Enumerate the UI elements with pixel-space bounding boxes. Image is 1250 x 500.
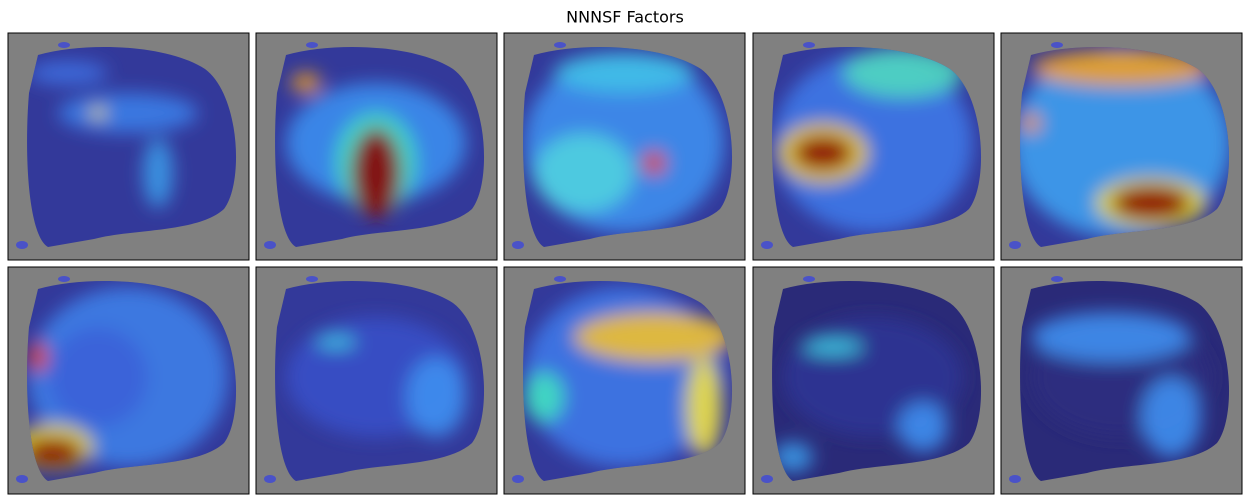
- brain-map: [275, 46, 485, 247]
- hotspot: [351, 128, 401, 218]
- figure-title: NNNSF Factors: [566, 8, 684, 27]
- brain-map: [523, 280, 733, 481]
- hotspot: [773, 442, 813, 472]
- tissue-fragment: [1051, 276, 1063, 282]
- tissue-fragment: [512, 475, 524, 483]
- factor-panel: [255, 266, 498, 495]
- brain-map: [772, 280, 982, 481]
- hotspot: [843, 48, 963, 98]
- hotspot: [898, 402, 948, 452]
- tissue-fragment: [761, 241, 773, 249]
- tissue-fragment: [512, 241, 524, 249]
- hotspot: [642, 151, 666, 175]
- tissue-fragment: [554, 276, 566, 282]
- hotspot: [686, 357, 722, 457]
- brain-map: [1020, 46, 1230, 247]
- tissue-fragment: [58, 276, 70, 282]
- factor-panel: [1000, 32, 1243, 261]
- hotspots: [524, 287, 733, 467]
- hotspots: [1031, 312, 1211, 457]
- brain-map: [523, 46, 733, 247]
- hotspot: [143, 138, 173, 208]
- hotspot: [1141, 377, 1201, 457]
- factor-panel: [1000, 266, 1243, 495]
- hotspot: [48, 327, 148, 427]
- hotspot: [291, 73, 321, 93]
- hotspots: [286, 73, 466, 218]
- hotspot: [406, 357, 466, 437]
- hotspot: [1111, 185, 1191, 221]
- hotspot: [773, 53, 973, 233]
- hotspots: [28, 61, 198, 208]
- tissue-fragment: [58, 42, 70, 48]
- hotspot: [1031, 50, 1211, 86]
- hotspots: [773, 317, 963, 472]
- tissue-fragment: [1051, 42, 1063, 48]
- tissue-fragment: [554, 42, 566, 48]
- hotspot: [90, 107, 106, 119]
- hotspot: [1021, 113, 1041, 133]
- tissue-fragment: [16, 241, 28, 249]
- factor-panel: [7, 32, 250, 261]
- tissue-fragment: [803, 276, 815, 282]
- hotspot: [58, 93, 198, 133]
- hotspot: [534, 133, 634, 213]
- factor-panel: [7, 266, 250, 495]
- hotspot: [803, 339, 863, 355]
- tissue-fragment: [306, 276, 318, 282]
- factor-panel: [752, 266, 995, 495]
- hotspot: [28, 342, 48, 372]
- brain-map: [27, 46, 237, 247]
- hotspot: [316, 336, 356, 348]
- brain-map: [1020, 280, 1230, 481]
- tissue-fragment: [761, 475, 773, 483]
- hotspots: [1020, 48, 1230, 238]
- tissue-fragment: [16, 475, 28, 483]
- hotspots: [773, 48, 973, 233]
- hotspot: [574, 312, 733, 362]
- hotspot: [28, 61, 108, 85]
- hotspots: [286, 317, 466, 437]
- hotspot: [27, 437, 83, 467]
- hotspot: [524, 372, 564, 422]
- brain-map: [275, 280, 485, 481]
- brain-map: [772, 46, 982, 247]
- hotspot: [554, 53, 694, 93]
- factor-panel: [503, 266, 746, 495]
- tissue-fragment: [1009, 475, 1021, 483]
- hotspots: [27, 287, 228, 469]
- tissue-fragment: [264, 241, 276, 249]
- tissue-fragment: [264, 475, 276, 483]
- hotspot: [1031, 312, 1191, 362]
- tissue-fragment: [803, 42, 815, 48]
- tissue-fragment: [306, 42, 318, 48]
- factor-panel: [752, 32, 995, 261]
- brain-map: [27, 280, 237, 481]
- factor-panel: [255, 32, 498, 261]
- hotspots: [524, 53, 724, 233]
- hotspot: [793, 135, 853, 171]
- factor-panel: [503, 32, 746, 261]
- tissue-fragment: [1009, 241, 1021, 249]
